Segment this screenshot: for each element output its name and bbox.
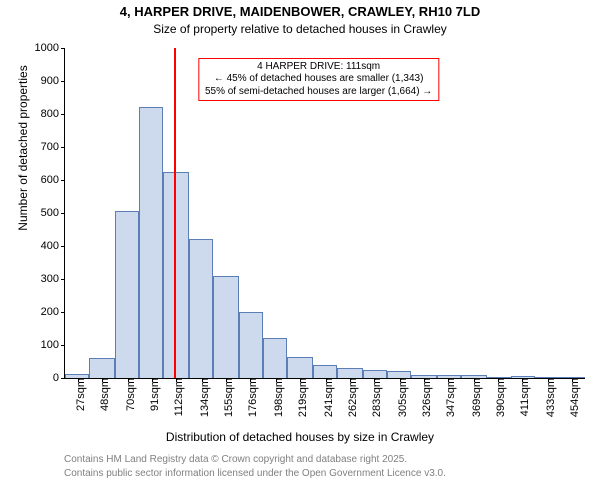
- footnote-line1: Contains HM Land Registry data © Crown c…: [64, 454, 407, 465]
- histogram-bar: [363, 370, 387, 378]
- xtick-label: 27sqm: [69, 378, 87, 411]
- xtick-label: 176sqm: [241, 378, 259, 417]
- xtick-label: 241sqm: [317, 378, 335, 417]
- xtick-mark: [276, 378, 277, 382]
- xtick-mark: [226, 378, 227, 382]
- xtick-mark: [250, 378, 251, 382]
- xtick-label: 283sqm: [365, 378, 383, 417]
- annotation-line3: 55% of semi-detached houses are larger (…: [205, 86, 432, 99]
- histogram-bar: [89, 358, 114, 378]
- histogram-bar: [139, 107, 163, 378]
- xtick-mark: [300, 378, 301, 382]
- xtick-mark: [400, 378, 401, 382]
- xtick-mark: [78, 378, 79, 382]
- histogram-bar: [263, 338, 287, 378]
- xtick-label: 219sqm: [291, 378, 309, 417]
- xtick-mark: [202, 378, 203, 382]
- ytick-mark: [61, 279, 65, 280]
- xtick-label: 112sqm: [167, 378, 185, 416]
- xtick-label: 390sqm: [489, 378, 507, 417]
- xtick-label: 262sqm: [341, 378, 359, 417]
- footnote-line2: Contains public sector information licen…: [64, 468, 446, 479]
- ytick-mark: [61, 147, 65, 148]
- histogram-bar: [239, 312, 263, 378]
- histogram-bar: [189, 239, 213, 378]
- xtick-mark: [522, 378, 523, 382]
- ytick-mark: [61, 312, 65, 313]
- xtick-label: 347sqm: [439, 378, 457, 417]
- xtick-mark: [326, 378, 327, 382]
- xtick-label: 70sqm: [119, 378, 137, 411]
- histogram-bar: [115, 211, 139, 378]
- xtick-mark: [128, 378, 129, 382]
- histogram-bar: [337, 368, 362, 378]
- chart-title-line1: 4, HARPER DRIVE, MAIDENBOWER, CRAWLEY, R…: [0, 4, 600, 19]
- ytick-mark: [61, 345, 65, 346]
- xtick-label: 326sqm: [415, 378, 433, 417]
- ytick-mark: [61, 48, 65, 49]
- annotation-line2: ← 45% of detached houses are smaller (1,…: [205, 73, 432, 86]
- xtick-mark: [498, 378, 499, 382]
- xtick-label: 155sqm: [217, 378, 235, 417]
- histogram-bar: [313, 365, 337, 378]
- xtick-mark: [374, 378, 375, 382]
- y-axis-label: Number of detached properties: [16, 0, 30, 313]
- plot-area: 01002003004005006007008009001000 4 HARPE…: [64, 48, 585, 379]
- histogram-bar: [213, 276, 238, 378]
- annotation-box: 4 HARPER DRIVE: 111sqm ← 45% of detached…: [198, 58, 439, 102]
- xtick-label: 198sqm: [267, 378, 285, 417]
- x-axis-label: Distribution of detached houses by size …: [0, 430, 600, 444]
- xtick-label: 91sqm: [143, 378, 161, 411]
- ytick-mark: [61, 378, 65, 379]
- xtick-label: 369sqm: [465, 378, 483, 417]
- xtick-mark: [152, 378, 153, 382]
- chart-container: 4, HARPER DRIVE, MAIDENBOWER, CRAWLEY, R…: [0, 0, 600, 500]
- ytick-mark: [61, 81, 65, 82]
- marker-line: [174, 48, 176, 378]
- xtick-mark: [424, 378, 425, 382]
- histogram-bar: [387, 371, 411, 378]
- annotation-line1: 4 HARPER DRIVE: 111sqm: [205, 61, 432, 74]
- xtick-mark: [448, 378, 449, 382]
- xtick-label: 305sqm: [391, 378, 409, 417]
- xtick-label: 134sqm: [193, 378, 211, 417]
- xtick-mark: [474, 378, 475, 382]
- xtick-label: 433sqm: [539, 378, 557, 417]
- ytick-mark: [61, 114, 65, 115]
- ytick-mark: [61, 213, 65, 214]
- xtick-label: 48sqm: [93, 378, 111, 411]
- histogram-bar: [163, 172, 188, 378]
- xtick-label: 411sqm: [513, 378, 531, 416]
- xtick-label: 454sqm: [563, 378, 581, 417]
- ytick-mark: [61, 246, 65, 247]
- xtick-mark: [548, 378, 549, 382]
- chart-title-line2: Size of property relative to detached ho…: [0, 22, 600, 36]
- histogram-bar: [287, 357, 312, 378]
- xtick-mark: [176, 378, 177, 382]
- xtick-mark: [350, 378, 351, 382]
- xtick-mark: [102, 378, 103, 382]
- ytick-mark: [61, 180, 65, 181]
- xtick-mark: [572, 378, 573, 382]
